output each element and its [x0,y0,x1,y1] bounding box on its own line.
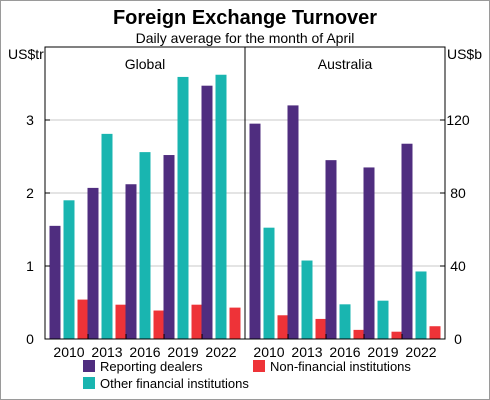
bar-australia-2019-non-financial-institutions [391,331,403,339]
chart-title: Foreign Exchange Turnover [113,7,377,29]
bar-australia-2016-reporting-dealers [325,160,337,339]
bar-australia-2010-other-financial-institutions [263,227,275,339]
x-tick-label: 2013 [291,344,322,360]
bar-australia-2010-reporting-dealers [249,123,261,340]
x-tick-label: 2016 [129,344,160,360]
chart-subtitle: Daily average for the month of April [136,30,355,46]
bar-global-2010-other-financial-institutions [63,200,75,339]
bar-australia-2022-non-financial-institutions [429,326,441,339]
bar-global-2016-other-financial-institutions [139,152,151,339]
bar-australia-2013-reporting-dealers [287,105,299,340]
right-y-tick-label: 0 [454,331,462,347]
x-tick-label: 2013 [91,344,122,360]
x-tick-label: 2022 [205,344,236,360]
left-y-tick-label: 3 [26,112,34,128]
bar-global-2019-other-financial-institutions [177,76,189,340]
legend-swatch [83,360,95,372]
x-tick-label: 2019 [167,344,198,360]
panel-australia: 2010 2013 2016 2019 2022 Australia [249,56,441,360]
x-tick-label: 2010 [253,344,284,360]
bar-global-2010-reporting-dealers [49,225,61,339]
right-axis-unit: US$b [447,46,482,62]
right-y-tick-label: 40 [450,258,466,274]
bar-australia-2013-other-financial-institutions [301,260,313,339]
bar-global-2016-non-financial-institutions [153,310,165,339]
bar-australia-2013-non-financial-institutions [315,318,327,339]
bar-australia-2016-other-financial-institutions [339,304,351,339]
bar-australia-2019-reporting-dealers [363,167,375,339]
bar-global-2013-other-financial-institutions [101,133,113,339]
left-axis-unit: US$tr [8,46,44,62]
bar-global-2022-other-financial-institutions [215,74,227,340]
left-y-tick-label: 1 [26,258,34,274]
bar-global-2013-non-financial-institutions [115,304,127,339]
bar-global-2010-non-financial-institutions [77,299,89,339]
x-tick-label: 2019 [367,344,398,360]
bar-global-2022-non-financial-institutions [229,307,241,339]
legend-label: Other financial institutions [100,376,249,391]
left-y-tick-label: 0 [26,331,34,347]
legend: Reporting dealers Non-financial instituti… [83,359,411,391]
bar-global-2019-non-financial-institutions [191,304,203,339]
legend-swatch [83,377,95,389]
bar-australia-2019-other-financial-institutions [377,300,389,339]
right-y-tick-label: 80 [450,185,466,201]
bar-australia-2016-non-financial-institutions [353,329,365,339]
legend-label: Reporting dealers [100,359,203,374]
bar-global-2022-reporting-dealers [201,85,213,339]
bar-australia-2010-non-financial-institutions [277,315,289,339]
x-tick-label: 2016 [329,344,360,360]
left-y-tick-label: 2 [26,185,34,201]
panel-title: Global [125,56,165,72]
panel-global: 2010 2013 2016 2019 2022 Global [49,56,241,360]
x-tick-label: 2010 [53,344,84,360]
bar-global-2019-reporting-dealers [163,155,175,339]
bar-global-2016-reporting-dealers [125,184,137,339]
right-y-tick-label: 120 [446,112,470,128]
bar-australia-2022-other-financial-institutions [415,271,427,339]
x-tick-label: 2022 [405,344,436,360]
bar-australia-2022-reporting-dealers [401,143,413,339]
legend-label: Non-financial institutions [270,359,411,374]
legend-swatch [253,360,265,372]
bar-global-2013-reporting-dealers [87,187,99,339]
panel-title: Australia [318,56,373,72]
